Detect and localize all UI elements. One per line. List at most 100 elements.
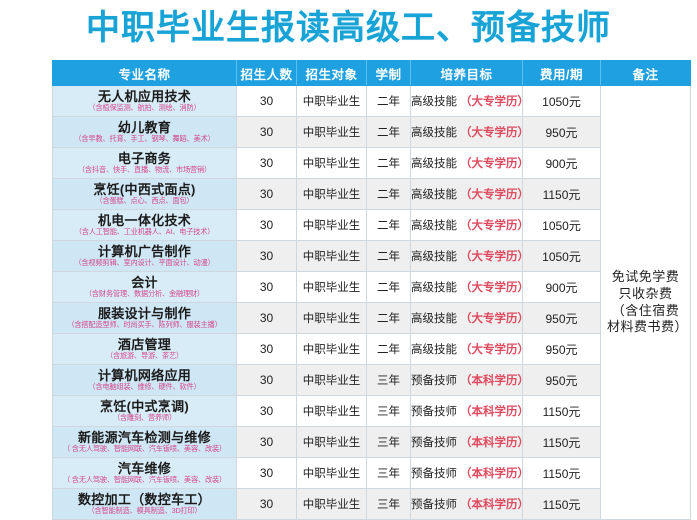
table-row: 计算机广告制作 （含视频剪辑、室内设计、平面设计、动漫） 30 中职毕业生 二年 高级技能… xyxy=(52,240,691,272)
cell-goal: 预备技师 （本科学历） xyxy=(410,364,529,396)
major-subtitle: （含电脑组装、维修、硬件、软件） xyxy=(88,382,201,392)
goal-main: 高级技能 xyxy=(411,96,457,108)
table-row: 幼儿教育 （含早教、托育、手工、钢琴、舞蹈、美术） 30 中职毕业生 二年 高级技能 （大专… xyxy=(52,116,691,148)
column-header-system: 学制 xyxy=(366,60,411,86)
cell-major: 烹饪(中西式面点) （含蛋糕、点心、西点、面包） xyxy=(52,178,237,210)
cell-quota: 30 xyxy=(236,85,297,117)
cell-major: 服装设计与制作 （含搭配造型师、时尚买手、陈列师、服装主播） xyxy=(52,302,237,334)
major-name: 新能源汽车检测与维修 xyxy=(77,429,211,445)
table-row: 汽车维修（ 含无人驾驶、智能网联、汽车钣喷、美容、改装） 30 中职毕业生 三年 预备技… xyxy=(52,457,691,489)
page-title: 中职毕业生报读高级工、预备技师 xyxy=(86,9,611,47)
major-name: 幼儿教育 xyxy=(117,119,172,135)
column-header-remark: 备注 xyxy=(600,60,691,86)
cell-quota: 30 xyxy=(236,395,297,427)
cell-system: 二年 xyxy=(366,116,411,148)
cell-quota: 30 xyxy=(236,271,297,303)
cell-fee: 1150元 xyxy=(522,426,601,458)
cell-goal: 高级技能 （大专学历） xyxy=(410,209,529,241)
cell-target: 中职毕业生 xyxy=(296,426,367,458)
major-subtitle: （含智能制造、模具制造、3D打印） xyxy=(87,506,202,516)
major-name: 电子商务 xyxy=(117,150,172,166)
major-subtitle: （含财务管理、数据分析、金融理财） xyxy=(84,289,205,299)
column-header-target: 招生对象 xyxy=(296,60,367,86)
cell-major: 幼儿教育 （含早教、托育、手工、钢琴、舞蹈、美术） xyxy=(52,116,237,148)
major-name: 会计 xyxy=(131,274,158,290)
cell-target: 中职毕业生 xyxy=(296,333,367,365)
cell-goal: 预备技师 （本科学历） xyxy=(410,426,529,458)
goal-main: 预备技师 xyxy=(411,499,457,511)
cell-target: 中职毕业生 xyxy=(296,147,367,179)
cell-fee: 900元 xyxy=(522,271,601,303)
cell-target: 中职毕业生 xyxy=(296,488,367,520)
goal-qualification: （大专学历） xyxy=(460,220,529,232)
major-subtitle: （含早教、托育、手工、钢琴、舞蹈、美术） xyxy=(74,134,215,144)
goal-qualification: （大专学历） xyxy=(460,313,529,325)
goal-main: 预备技师 xyxy=(411,406,457,418)
cell-major: 新能源汽车检测与维修（ 含无人驾驶、智能网联、汽车钣喷、美容、改装） xyxy=(52,426,237,458)
cell-goal: 高级技能 （大专学历） xyxy=(410,333,529,365)
major-subtitle: （含雕刻、营养师） xyxy=(112,413,177,423)
major-name: 服装设计与制作 xyxy=(97,305,192,321)
major-name: 计算机广告制作 xyxy=(97,243,192,259)
goal-qualification: （大专学历） xyxy=(460,282,529,294)
goal-main: 预备技师 xyxy=(411,437,457,449)
major-name: 汽车维修 xyxy=(117,460,172,476)
cell-system: 三年 xyxy=(366,364,411,396)
column-header-quota: 招生人数 xyxy=(236,60,297,86)
goal-qualification: （大专学历） xyxy=(460,251,529,263)
table-body: 无人机应用技术 （含植保监测、航拍、测绘、消防） 30 中职毕业生 二年 高级技能 （大专学… xyxy=(52,85,691,520)
cell-major: 计算机网络应用 （含电脑组装、维修、硬件、软件） xyxy=(52,364,237,396)
cell-goal: 高级技能 （大专学历） xyxy=(410,178,529,210)
cell-quota: 30 xyxy=(236,116,297,148)
cell-quota: 30 xyxy=(236,209,297,241)
cell-fee: 950元 xyxy=(522,364,601,396)
cell-goal: 预备技师 （本科学历） xyxy=(410,488,529,520)
cell-system: 二年 xyxy=(366,209,411,241)
goal-main: 高级技能 xyxy=(411,344,457,356)
cell-goal: 预备技师 （本科学历） xyxy=(410,457,529,489)
cell-fee: 1150元 xyxy=(522,395,601,427)
cell-quota: 30 xyxy=(236,178,297,210)
major-name: 计算机网络应用 xyxy=(97,367,192,383)
table-row: 烹饪(中式烹调) （含雕刻、营养师） 30 中职毕业生 三年 预备技师 （本科学历） 1150… xyxy=(52,395,691,427)
cell-major: 会计 （含财务管理、数据分析、金融理财） xyxy=(52,271,237,303)
table-row: 酒店管理 （含旅游、导游、茶艺） 30 中职毕业生 二年 高级技能 （大专学历） 950元 xyxy=(52,333,691,365)
column-header-fee: 费用/期 xyxy=(522,60,601,86)
goal-main: 高级技能 xyxy=(411,251,457,263)
goal-qualification: （本科学历） xyxy=(460,499,529,511)
cell-quota: 30 xyxy=(236,457,297,489)
cell-major: 烹饪(中式烹调) （含雕刻、营养师） xyxy=(52,395,237,427)
cell-quota: 30 xyxy=(236,364,297,396)
table-row: 计算机网络应用 （含电脑组装、维修、硬件、软件） 30 中职毕业生 三年 预备技师 （本科学… xyxy=(52,364,691,396)
majors-table-container: 专业名称 招生人数 招生对象 学制 培养目标 费用/期 备注 无人机应用技术 （含… xyxy=(52,60,691,520)
cell-system: 二年 xyxy=(366,333,411,365)
goal-qualification: （大专学历） xyxy=(460,189,529,201)
cell-target: 中职毕业生 xyxy=(296,85,367,117)
goal-qualification: （大专学历） xyxy=(460,158,529,170)
goal-main: 高级技能 xyxy=(411,189,457,201)
table-row: 会计 （含财务管理、数据分析、金融理财） 30 中职毕业生 二年 高级技能 （大专学历） 90… xyxy=(52,271,691,303)
table-row: 机电一体化技术 （含人工智能、工业机器人、AI、电子技术） 30 中职毕业生 二年 高级技… xyxy=(52,209,691,241)
major-name: 机电一体化技术 xyxy=(97,212,192,228)
cell-goal: 高级技能 （大专学历） xyxy=(410,116,529,148)
major-subtitle: （含搭配造型师、时尚买手、陈列师、服装主播） xyxy=(67,320,222,330)
cell-target: 中职毕业生 xyxy=(296,302,367,334)
major-subtitle: （含视频剪辑、室内设计、平面设计、动漫） xyxy=(74,258,215,268)
cell-quota: 30 xyxy=(236,426,297,458)
major-subtitle: （ 含无人驾驶、智能网联、汽车钣喷、美容、改装） xyxy=(62,444,226,454)
goal-main: 预备技师 xyxy=(411,375,457,387)
goal-main: 高级技能 xyxy=(411,127,457,139)
cell-system: 二年 xyxy=(366,271,411,303)
table-header-row: 专业名称 招生人数 招生对象 学制 培养目标 费用/期 备注 xyxy=(52,60,691,86)
cell-target: 中职毕业生 xyxy=(296,271,367,303)
cell-target: 中职毕业生 xyxy=(296,240,367,272)
cell-fee: 950元 xyxy=(522,116,601,148)
goal-qualification: （大专学历） xyxy=(460,127,529,139)
major-subtitle: （含植保监测、航拍、测绘、消防） xyxy=(88,103,201,113)
goal-qualification: （本科学历） xyxy=(460,375,529,387)
cell-fee: 950元 xyxy=(522,333,601,365)
major-subtitle: （含蛋糕、点心、西点、面包） xyxy=(95,196,194,206)
cell-fee: 1050元 xyxy=(522,85,601,117)
major-name: 无人机应用技术 xyxy=(97,88,192,104)
cell-remark: 免试免学费只收杂费（含住宿费材料费书费） xyxy=(600,85,691,520)
